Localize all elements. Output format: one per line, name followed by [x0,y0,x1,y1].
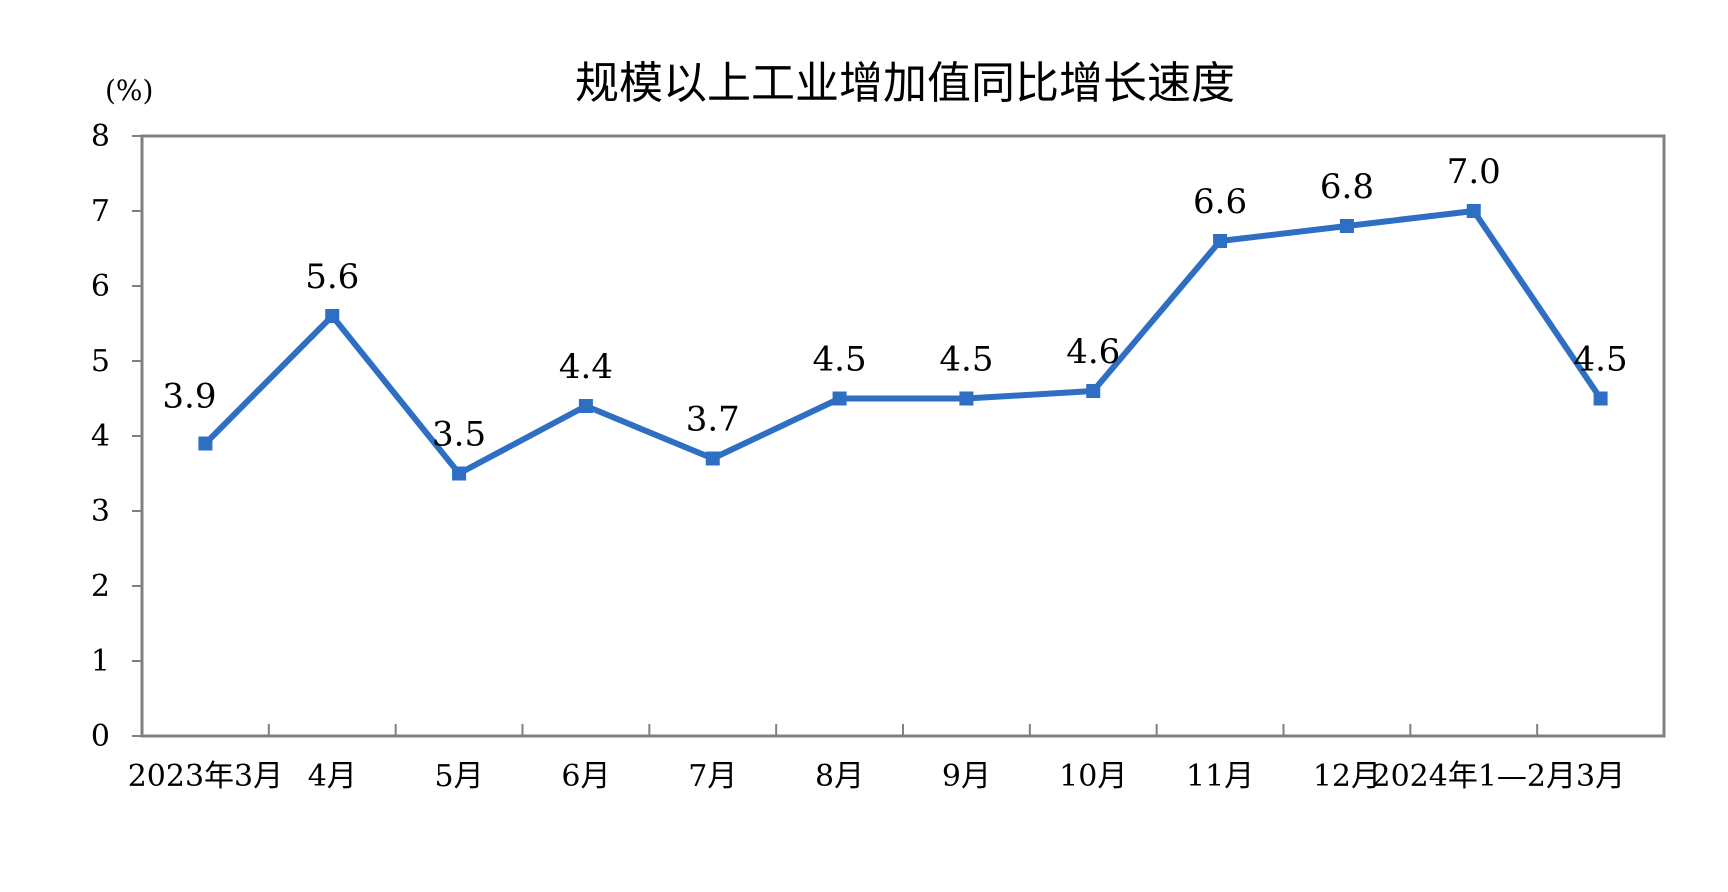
x-tick-label: 5月 [435,759,484,794]
data-label: 7.0 [1447,152,1501,192]
data-point-marker [452,466,467,481]
series-markers [198,204,1608,481]
y-tick-label: 2 [91,569,110,604]
chart-title: 规模以上工业增加值同比增长速度 [575,58,1235,109]
x-tick-label: 2023年3月 [128,759,283,794]
x-tick-label: 10月 [1059,759,1127,794]
x-tick-label: 8月 [815,759,864,794]
x-tick-label: 2024年1—2月 [1371,759,1576,794]
data-label: 6.6 [1193,182,1247,222]
data-point-marker [1213,234,1228,248]
data-point-marker [1593,391,1608,406]
data-point-marker [578,399,593,413]
y-axis-tick-labels: 0 1 2 3 4 5 6 7 8 [91,119,110,754]
data-point-marker [832,391,847,406]
data-label: 4.5 [813,340,867,380]
y-tick-label: 1 [91,644,110,679]
y-tick-label: 6 [91,269,110,304]
x-tick-label: 12月 [1313,759,1381,794]
data-label: 5.6 [305,257,359,297]
data-point-marker [1086,384,1101,398]
data-point-marker [1339,219,1354,233]
data-point-marker [959,391,974,406]
series-line [203,208,1604,477]
data-label: 3.5 [432,415,486,455]
data-label: 6.8 [1320,167,1374,207]
y-tick-label: 0 [91,719,110,754]
data-point-marker [325,309,340,323]
x-tick-label: 11月 [1186,759,1254,794]
axis-ticks [132,135,1539,737]
x-tick-label: 7月 [688,759,737,794]
data-label: 3.9 [162,377,216,417]
y-tick-label: 7 [91,194,110,229]
data-label: 4.5 [939,340,993,380]
y-axis-unit-label: (%) [105,74,153,107]
x-tick-label: 6月 [561,759,610,794]
y-tick-label: 5 [91,344,110,379]
x-tick-label: 4月 [308,759,357,794]
data-label: 4.6 [1066,332,1120,372]
data-point-marker [1466,204,1481,218]
data-label: 4.5 [1574,340,1628,380]
data-point-marker [705,451,720,466]
y-tick-label: 3 [91,494,110,529]
x-tick-label: 9月 [942,759,991,794]
data-labels: 3.9 5.6 3.5 4.4 3.7 4.5 4.5 4.6 6.6 6.8 7.0 4.5 [162,152,1627,455]
y-tick-label: 4 [91,419,110,454]
plot-area-border [140,134,1666,738]
data-label: 3.7 [686,400,740,440]
data-label: 4.4 [559,347,613,387]
x-tick-label: 3月 [1576,759,1625,794]
y-tick-label: 8 [91,119,110,154]
data-point-marker [198,436,213,451]
